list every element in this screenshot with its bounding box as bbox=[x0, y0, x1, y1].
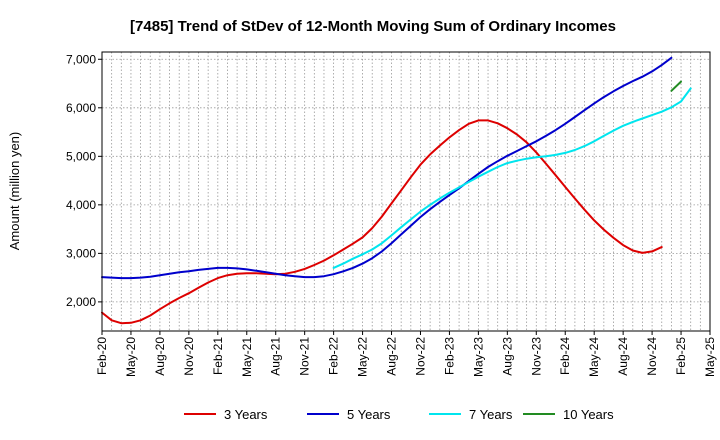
x-axis-ticks: Feb-20 May-20 Aug-20 Nov-20 Feb-21 May-21 Aug-… bbox=[95, 331, 717, 377]
y-tick-label: 7,000 bbox=[66, 52, 96, 66]
chart-title: [7485] Trend of StDev of 12-Month Moving… bbox=[130, 18, 616, 35]
legend: 3 Years 5 Years 7 Years 10 Years bbox=[184, 407, 614, 422]
x-tick-label: Feb-24 bbox=[558, 337, 572, 375]
x-tick-label: Feb-25 bbox=[674, 337, 688, 375]
x-tick-label: Aug-20 bbox=[153, 337, 167, 376]
x-tick-label: May-25 bbox=[703, 337, 717, 377]
y-tick-label: 6,000 bbox=[66, 101, 96, 115]
y-tick-label: 5,000 bbox=[66, 149, 96, 163]
legend-label: 10 Years bbox=[563, 407, 614, 422]
y-tick-label: 3,000 bbox=[66, 246, 96, 260]
x-tick-label: Aug-21 bbox=[269, 337, 283, 376]
legend-label: 3 Years bbox=[224, 407, 268, 422]
x-tick-label: Nov-21 bbox=[298, 337, 312, 376]
x-tick-label: May-20 bbox=[124, 337, 138, 377]
y-axis-label: Amount (million yen) bbox=[7, 132, 22, 251]
x-tick-label: Feb-23 bbox=[442, 337, 456, 375]
legend-label: 7 Years bbox=[469, 407, 513, 422]
series-line-5-years bbox=[101, 56, 673, 280]
x-tick-label: Nov-20 bbox=[182, 337, 196, 376]
x-tick-label: May-24 bbox=[587, 337, 601, 377]
y-tick-label: 4,000 bbox=[66, 198, 96, 212]
x-tick-label: Feb-20 bbox=[95, 337, 109, 375]
series-lines bbox=[101, 56, 692, 325]
x-tick-label: May-22 bbox=[356, 337, 370, 377]
x-tick-label: Aug-24 bbox=[616, 337, 630, 376]
x-tick-label: Aug-23 bbox=[500, 337, 514, 376]
y-axis-ticks: 2,000 3,000 4,000 5,000 6,000 7,000 bbox=[66, 52, 102, 309]
grid bbox=[102, 52, 710, 331]
x-tick-label: Nov-24 bbox=[645, 337, 659, 376]
series-line-3-years bbox=[101, 119, 663, 325]
x-tick-label: Nov-23 bbox=[529, 337, 543, 376]
y-tick-label: 2,000 bbox=[66, 295, 96, 309]
x-tick-label: May-21 bbox=[240, 337, 254, 377]
series-line-10-years bbox=[670, 80, 682, 92]
x-tick-label: Nov-22 bbox=[413, 337, 427, 376]
series-line-7-years bbox=[332, 87, 692, 269]
x-tick-label: Feb-21 bbox=[211, 337, 225, 375]
x-tick-label: May-23 bbox=[471, 337, 485, 377]
x-tick-label: Feb-22 bbox=[327, 337, 341, 375]
x-tick-label: Aug-22 bbox=[385, 337, 399, 376]
legend-label: 5 Years bbox=[347, 407, 391, 422]
plot-frame bbox=[101, 51, 711, 332]
